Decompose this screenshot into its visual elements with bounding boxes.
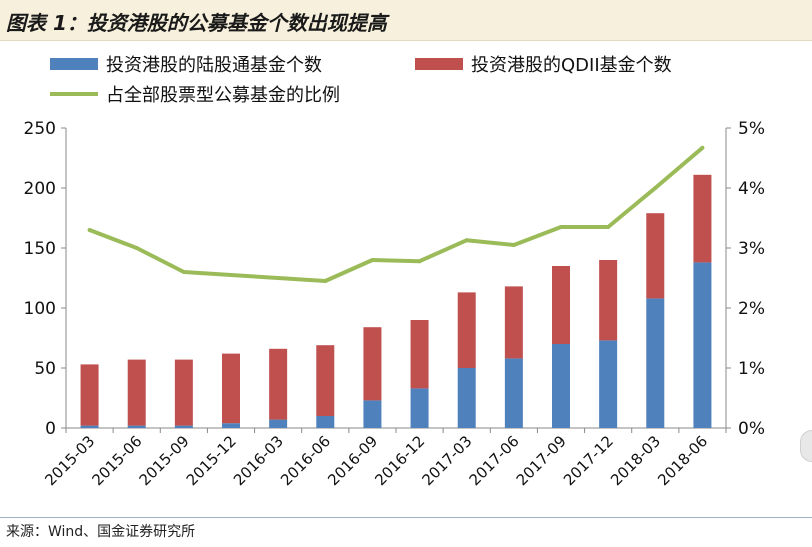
x-tick-label: 2017-06 xyxy=(466,432,523,489)
legend-label-2: 占全部股票型公募基金的比例 xyxy=(106,85,340,106)
line-point-2017-06 xyxy=(511,243,516,247)
y-left-tick-label: 150 xyxy=(24,239,56,259)
bar-stock-connect-2016-12 xyxy=(410,388,429,428)
chart-title: 图表 1：投资港股的公募基金个数出现提高 xyxy=(6,11,387,35)
bar-qdii-2018-06 xyxy=(693,174,712,263)
bar-qdii-2016-06 xyxy=(316,345,335,416)
bar-qdii-2015-03 xyxy=(80,364,99,426)
x-tick-label: 2017-09 xyxy=(513,432,570,489)
legend-swatch-0 xyxy=(50,58,98,70)
bar-stock-connect-2015-09 xyxy=(174,425,193,428)
line-point-2018-06 xyxy=(700,145,705,150)
x-tick-label: 2015-06 xyxy=(88,432,145,489)
y-right-tick-label: 4% xyxy=(738,179,765,199)
bar-qdii-2018-03 xyxy=(646,213,665,299)
bar-qdii-2015-12 xyxy=(222,353,240,424)
line-point-2017-03 xyxy=(464,238,469,243)
bar-qdii-2016-03 xyxy=(269,348,288,420)
bar-qdii-2015-06 xyxy=(127,359,146,426)
y-right-tick-label: 2% xyxy=(738,299,765,319)
legend-label-0: 投资港股的陆股通基金个数 xyxy=(106,55,322,76)
scroll-handle[interactable] xyxy=(800,430,812,462)
footer-divider xyxy=(0,517,812,518)
x-tick-label: 2016-12 xyxy=(371,432,428,489)
x-tick-label: 2016-06 xyxy=(277,432,334,489)
line-point-2016-12 xyxy=(417,259,422,264)
x-tick-label: 2018-03 xyxy=(607,432,664,489)
line-point-2015-06 xyxy=(134,246,139,250)
bar-stock-connect-2017-03 xyxy=(457,368,476,428)
bar-qdii-2016-09 xyxy=(363,327,382,401)
bar-qdii-2017-12 xyxy=(599,260,618,341)
x-tick-label: 2017-12 xyxy=(560,432,617,489)
line-point-2017-09 xyxy=(559,225,563,229)
y-right-tick-label: 5% xyxy=(738,119,765,139)
bar-stock-connect-2015-12 xyxy=(222,423,240,428)
bar-stock-connect-2018-03 xyxy=(646,298,665,428)
line-point-2016-09 xyxy=(370,258,375,262)
bar-qdii-2017-06 xyxy=(504,286,523,359)
y-left-tick-label: 0 xyxy=(45,419,56,439)
bar-stock-connect-2017-09 xyxy=(552,344,570,428)
line-point-2017-12 xyxy=(606,225,611,229)
bar-stock-connect-2015-06 xyxy=(127,425,146,428)
line-point-2018-03 xyxy=(653,186,658,190)
legend-label-1: 投资港股的QDII基金个数 xyxy=(471,55,672,76)
source-note: 来源：Wind、国金证券研究所 xyxy=(6,524,196,540)
legend-swatch-1 xyxy=(415,58,463,70)
y-left-tick-label: 200 xyxy=(24,179,56,199)
line-point-2015-09 xyxy=(181,270,186,274)
bar-qdii-2017-03 xyxy=(457,292,476,368)
line-point-2015-03 xyxy=(87,228,92,232)
line-point-2016-03 xyxy=(276,276,281,280)
line-point-2015-12 xyxy=(229,273,233,277)
bar-qdii-2017-09 xyxy=(552,266,570,344)
bar-stock-connect-2018-06 xyxy=(693,262,712,428)
title-bar: 图表 1：投资港股的公募基金个数出现提高 xyxy=(0,0,812,41)
bar-stock-connect-2017-12 xyxy=(599,340,618,428)
bar-stock-connect-2016-03 xyxy=(269,419,288,428)
bar-stock-connect-2017-06 xyxy=(504,358,523,428)
x-tick-label: 2015-03 xyxy=(41,432,98,489)
x-tick-label: 2018-06 xyxy=(654,432,711,489)
y-left-tick-label: 250 xyxy=(24,119,56,139)
y-right-tick-label: 3% xyxy=(738,239,765,259)
x-tick-label: 2015-12 xyxy=(183,432,240,489)
y-left-tick-label: 50 xyxy=(34,359,56,379)
x-tick-label: 2015-09 xyxy=(136,432,193,489)
bar-stock-connect-2016-09 xyxy=(363,400,382,428)
y-right-tick-label: 1% xyxy=(738,359,765,379)
y-right-tick-label: 0% xyxy=(738,419,765,439)
bar-stock-connect-2016-06 xyxy=(316,416,335,428)
y-left-tick-label: 100 xyxy=(24,299,56,319)
x-tick-label: 2016-09 xyxy=(324,432,381,489)
line-point-2016-06 xyxy=(323,279,328,283)
line-series-ratio xyxy=(88,146,704,283)
bar-stock-connect-2015-03 xyxy=(80,425,99,428)
bar-qdii-2016-12 xyxy=(410,320,429,389)
x-tick-label: 2017-03 xyxy=(418,432,475,489)
x-tick-label: 2016-03 xyxy=(230,432,287,489)
bar-qdii-2015-09 xyxy=(174,359,193,426)
